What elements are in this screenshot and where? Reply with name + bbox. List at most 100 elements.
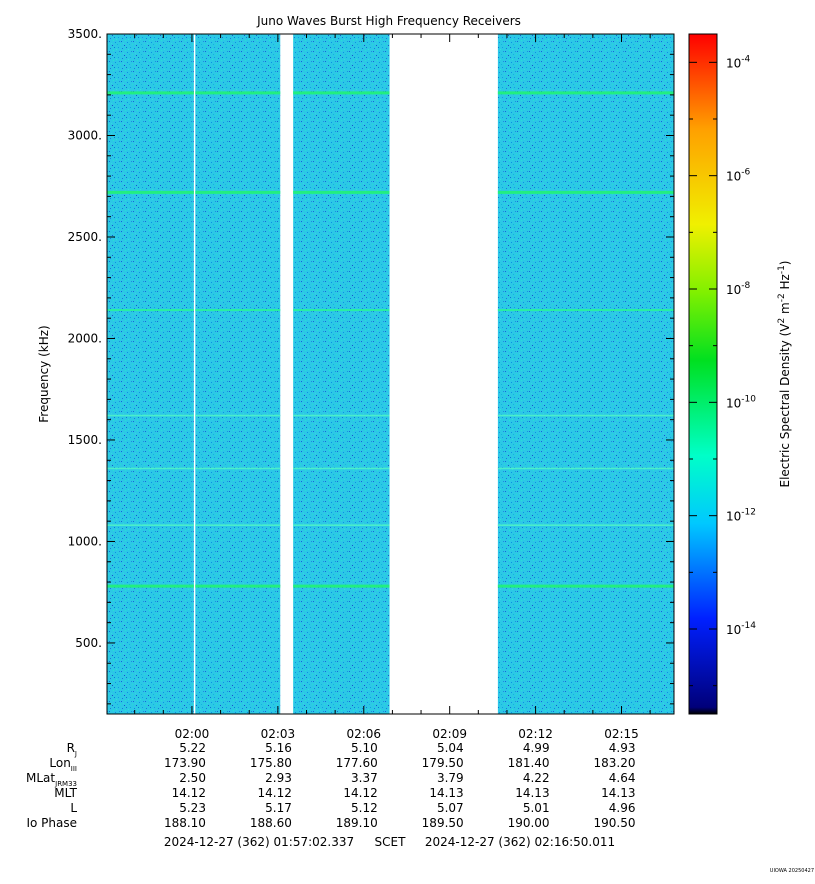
ephemeris-label-main: Io Phase [26, 816, 77, 830]
colorbar-tick-base: 10 [726, 623, 741, 637]
x-tick-label: 02:06 [346, 727, 381, 741]
ephemeris-label-sub: JRM33 [54, 780, 77, 788]
x-tick-label: 02:15 [604, 727, 639, 741]
colorbar-tick-exponent: -4 [741, 54, 750, 64]
ephemeris-value: 181.40 [508, 756, 550, 770]
ephemeris-label-main: MLT [54, 786, 77, 800]
credit-stamp: UIOWA 20250427 [770, 868, 814, 874]
ephemeris-value: 189.10 [336, 816, 378, 830]
x-tick-label: 02:00 [175, 727, 210, 741]
ephemeris-value: 5.17 [265, 801, 292, 815]
ephemeris-value: 5.10 [351, 741, 378, 755]
ephemeris-value: 190.50 [594, 816, 636, 830]
colorbar-tick-label: 10-8 [726, 281, 751, 297]
colorbar-label: Electric Spectral Density (V2 m-2 Hz-1) [777, 260, 792, 487]
ephemeris-value: 4.64 [609, 771, 636, 785]
x-tick-label: 02:09 [432, 727, 467, 741]
ephemeris-value: 3.79 [437, 771, 464, 785]
scet-label: SCET [375, 835, 407, 849]
x-tick-label: 02:12 [518, 727, 553, 741]
ephemeris-value: 4.96 [609, 801, 636, 815]
colorbar-tick-base: 10 [726, 396, 741, 410]
colorbar-tick-exponent: -12 [741, 508, 756, 518]
ephemeris-value: 5.07 [437, 801, 464, 815]
ephemeris-value: 4.99 [523, 741, 550, 755]
colorbar-tick-label: 10-4 [726, 54, 751, 70]
data-segment-2 [195, 34, 281, 714]
colorbar-tick-label: 10-14 [726, 621, 756, 637]
colorbar-tick-base: 10 [726, 56, 741, 70]
ephemeris-label-main: Lon [49, 756, 70, 770]
ephemeris-value: 177.60 [336, 756, 378, 770]
ephemeris-value: 2.50 [179, 771, 206, 785]
y-tick-label: 2500. [68, 230, 102, 244]
colorbar-tick-base: 10 [726, 510, 741, 524]
ephemeris-value: 5.01 [523, 801, 550, 815]
y-tick-label: 2000. [68, 331, 102, 345]
ephemeris-value: 173.90 [164, 756, 206, 770]
ephemeris-value: 14.13 [429, 786, 463, 800]
ephemeris-value: 5.22 [179, 741, 206, 755]
colorbar-label-exponent: -2 [777, 293, 787, 302]
y-tick-label: 3500. [68, 27, 102, 41]
ephemeris-row-label: LonIII [49, 756, 77, 773]
ephemeris-label-sub: III [71, 765, 77, 773]
ephemeris-row-label: MLatJRM33 [26, 771, 77, 788]
colorbar-label-part: Hz [778, 274, 792, 293]
ephemeris-value: 14.12 [258, 786, 292, 800]
ephemeris-value: 4.22 [523, 771, 550, 785]
ephemeris-table: RJ 5.22 5.16 5.10 5.04 4.99 4.93 LonIII 173.90 17… [26, 741, 635, 830]
data-segment-4 [497, 34, 674, 714]
y-axis-label: Frequency (kHz) [37, 325, 51, 422]
ephemeris-label-main: L [70, 801, 77, 815]
data-segment-3 [293, 34, 390, 714]
y-tick-label: 500. [75, 636, 102, 650]
ephemeris-value: 188.60 [250, 816, 292, 830]
ephemeris-row-label: Io Phase [26, 816, 77, 830]
colorbar-label-part: ) [778, 260, 792, 265]
ephemeris-value: 188.10 [164, 816, 206, 830]
ephemeris-row-label: MLT [54, 786, 77, 800]
ephemeris-value: 190.00 [508, 816, 550, 830]
x-axis: 02:00 02:03 02:06 02:09 02:12 02:15 [134, 34, 651, 741]
ephemeris-value: 5.16 [265, 741, 292, 755]
ephemeris-label-main: R [67, 741, 75, 755]
emission-lines [107, 91, 674, 588]
colorbar-tick-label: 10-6 [726, 168, 751, 184]
colorbar-tick-label: 10-12 [726, 508, 756, 524]
ephemeris-row-label: L [70, 801, 77, 815]
ephemeris-value: 5.12 [351, 801, 378, 815]
colorbar-label-exponent: 2 [777, 318, 787, 324]
y-tick-label: 1000. [68, 534, 102, 548]
colorbar-tick-exponent: -10 [741, 394, 756, 404]
colorbar-tick-exponent: -8 [741, 281, 750, 291]
ephemeris-value: 3.37 [351, 771, 378, 785]
y-axis: 500. 1000. 1500. 2000. 2500. 3000. 3500. [68, 27, 674, 705]
ephemeris-value: 14.12 [172, 786, 206, 800]
ephemeris-value: 183.20 [594, 756, 636, 770]
time-range-start: 2024-12-27 (362) 01:57:02.337 [164, 835, 354, 849]
ephemeris-value: 189.50 [422, 816, 464, 830]
plot-frame [106, 33, 675, 715]
time-range-end: 2024-12-27 (362) 02:16:50.011 [425, 835, 615, 849]
ephemeris-value: 5.23 [179, 801, 206, 815]
ephemeris-value: 14.13 [515, 786, 549, 800]
ephemeris-value: 4.93 [609, 741, 636, 755]
ephemeris-value: 14.13 [601, 786, 635, 800]
ephemeris-label-sub: J [74, 750, 77, 758]
ephemeris-value: 5.04 [437, 741, 464, 755]
y-tick-label: 1500. [68, 433, 102, 447]
data-segment-1 [107, 34, 194, 714]
ephemeris-row-label: RJ [67, 741, 77, 758]
colorbar-label-part: m [778, 302, 792, 318]
ephemeris-label-main: MLat [26, 771, 55, 785]
ephemeris-value: 2.93 [265, 771, 292, 785]
chart-title: Juno Waves Burst High Frequency Receiver… [256, 14, 521, 28]
colorbar-tick-exponent: -6 [741, 168, 750, 178]
colorbar-tick-base: 10 [726, 170, 741, 184]
colorbar [688, 33, 718, 715]
colorbar-label-part: Electric Spectral Density (V [778, 323, 792, 488]
